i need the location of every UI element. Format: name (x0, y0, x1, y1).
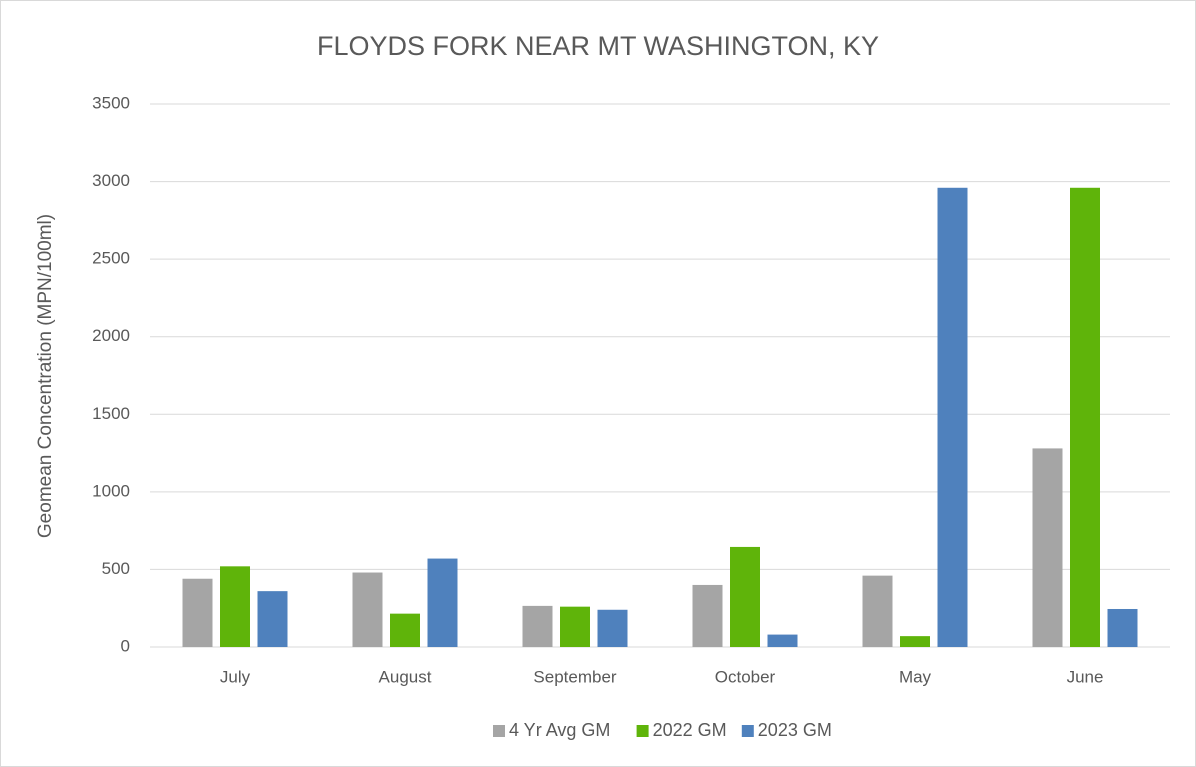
bar (522, 605, 553, 647)
y-tick-label: 2500 (92, 249, 130, 268)
bar (427, 558, 458, 647)
bar (257, 591, 288, 647)
x-tick-label: June (1067, 667, 1104, 686)
y-tick-label: 3000 (92, 171, 130, 190)
legend-label: 2022 GM (653, 720, 727, 740)
y-tick-label: 1500 (92, 404, 130, 423)
legend-label: 2023 GM (758, 720, 832, 740)
bar (692, 584, 723, 647)
y-axis-title: Geomean Concentration (MPN/100ml) (35, 214, 56, 538)
bar (560, 606, 590, 647)
x-tick-label: July (220, 667, 251, 686)
bar (730, 546, 760, 647)
x-tick-label: September (533, 667, 616, 686)
bar (767, 634, 798, 647)
y-tick-label: 2000 (92, 326, 130, 345)
y-tick-label: 1000 (92, 481, 130, 500)
y-tick-label: 3500 (92, 93, 130, 112)
bar (182, 578, 213, 647)
bar (862, 575, 893, 647)
x-tick-label: August (379, 667, 432, 686)
bar (352, 572, 383, 647)
x-tick-label: October (715, 667, 776, 686)
bar (390, 613, 420, 647)
legend-swatch (493, 725, 505, 737)
bar (220, 566, 250, 647)
legend-label: 4 Yr Avg GM (509, 720, 610, 740)
bar (900, 636, 930, 647)
bar (1032, 448, 1063, 647)
chart-title: FLOYDS FORK NEAR MT WASHINGTON, KY (317, 31, 879, 61)
legend-swatch (741, 725, 754, 737)
bar (1107, 608, 1138, 647)
legend-swatch (636, 725, 649, 737)
bar (937, 187, 968, 647)
y-tick-label: 500 (102, 559, 130, 578)
bar (597, 609, 628, 647)
y-tick-label: 0 (121, 636, 130, 655)
bar (1070, 187, 1100, 647)
x-tick-label: May (899, 667, 932, 686)
